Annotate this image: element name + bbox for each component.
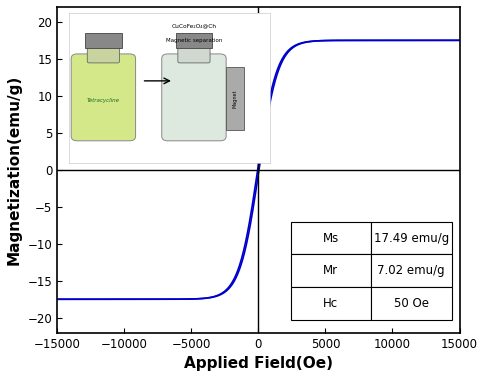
Y-axis label: Magnetization(emu/g): Magnetization(emu/g) [7,75,22,265]
X-axis label: Applied Field(Oe): Applied Field(Oe) [183,356,332,371]
